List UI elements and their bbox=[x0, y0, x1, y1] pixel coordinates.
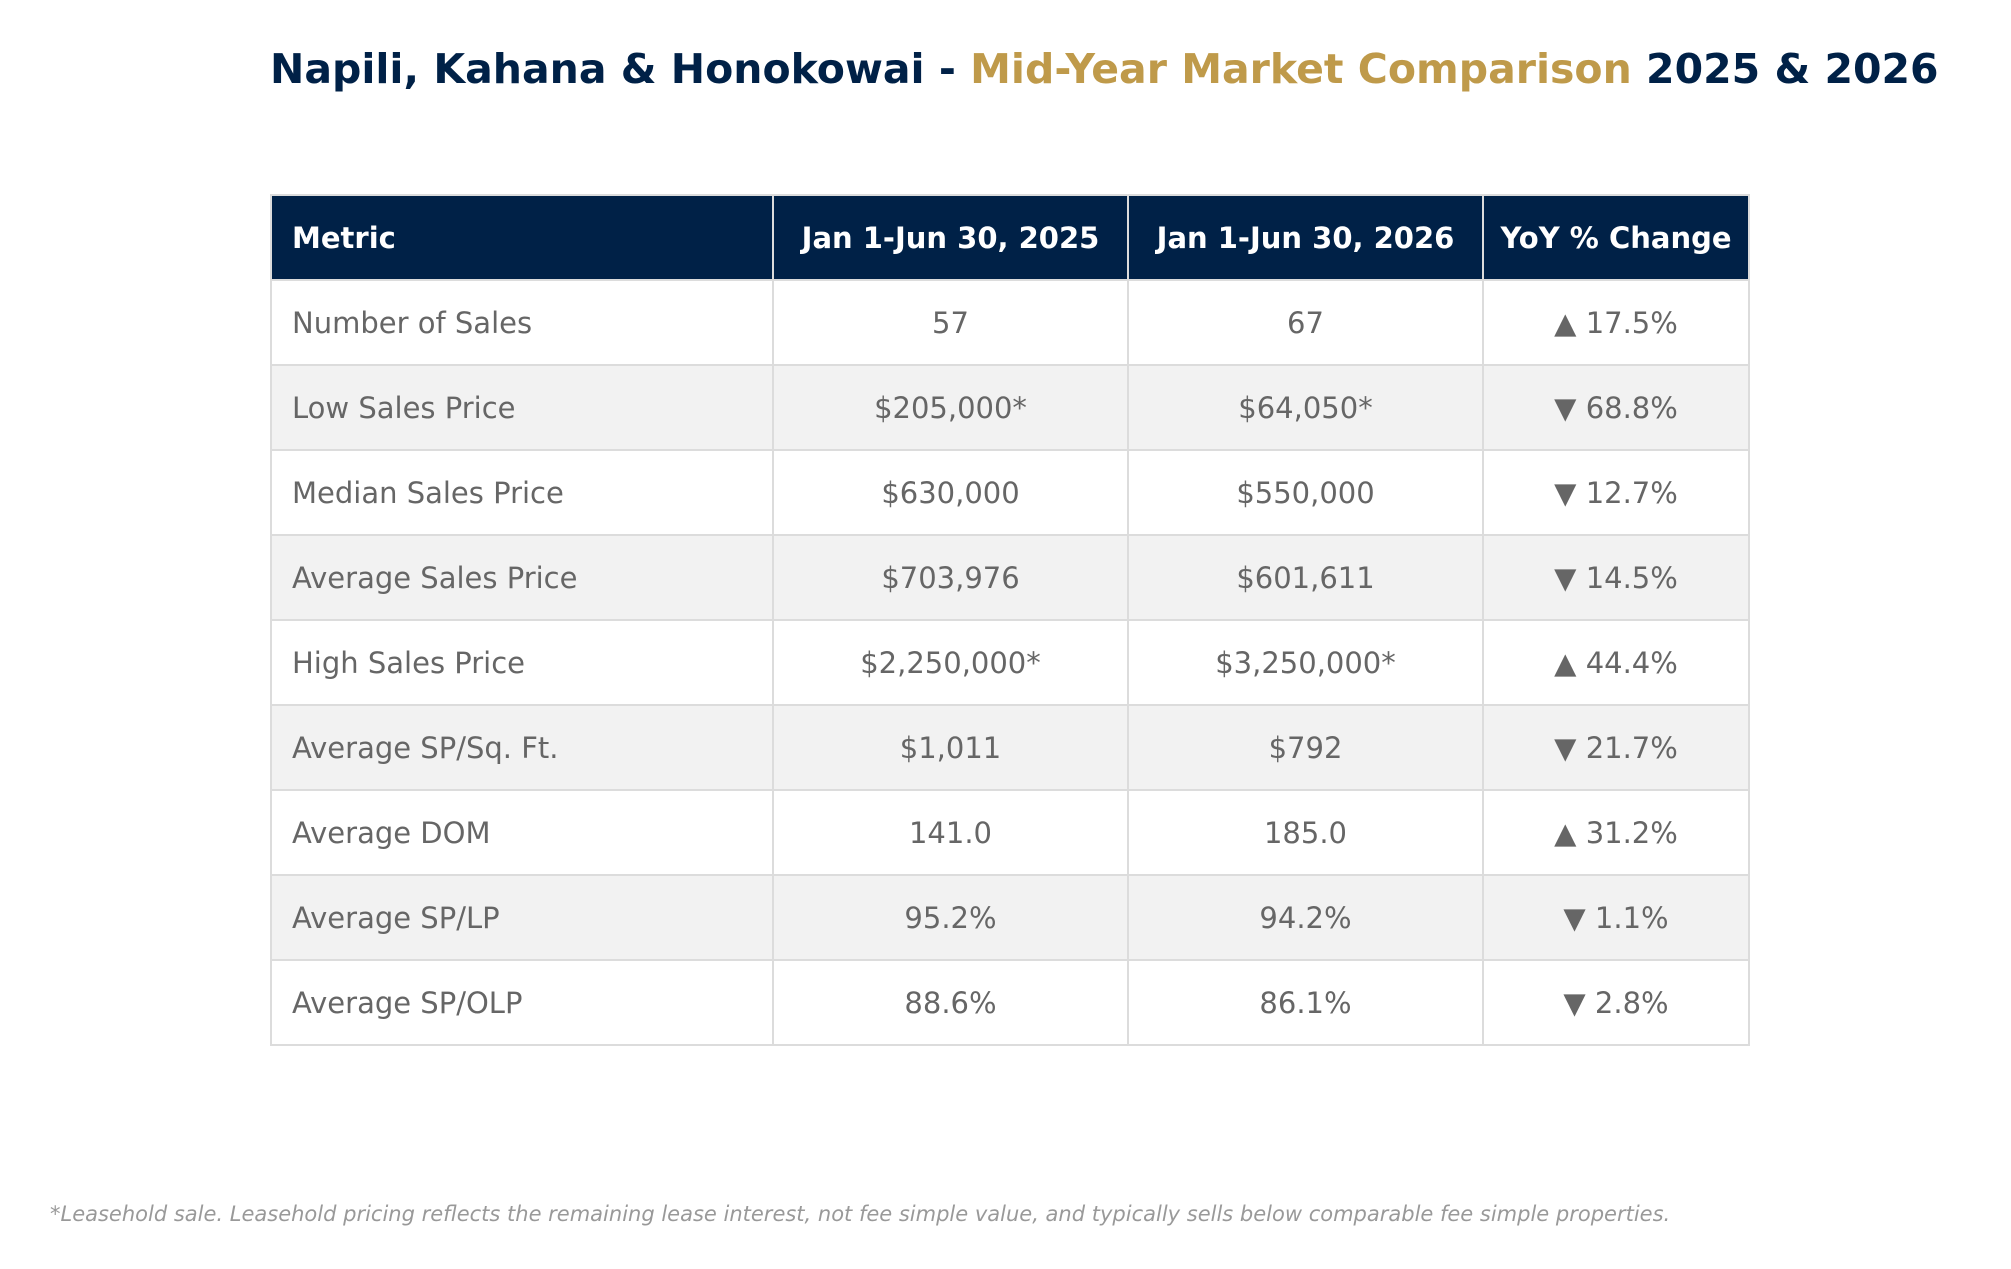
table-row: Average SP/OLP 88.6% 86.1% ▼ 2.8% bbox=[270, 959, 1750, 1046]
title-location: Napili, Kahana & Honokowai - bbox=[270, 45, 971, 93]
table-header-row: Metric Jan 1-Jun 30, 2025 Jan 1-Jun 30, … bbox=[270, 194, 1750, 281]
cell-2026-value: 67 bbox=[1127, 279, 1484, 366]
row-metric-label: Average DOM bbox=[270, 789, 774, 876]
leasehold-footnote: *Leasehold sale. Leasehold pricing refle… bbox=[50, 1202, 1671, 1226]
table-row: Median Sales Price $630,000 $550,000 ▼ 1… bbox=[270, 449, 1750, 536]
title-years: 2025 & 2026 bbox=[1631, 45, 1939, 93]
cell-2026-value: $792 bbox=[1127, 704, 1484, 791]
cell-2025-value: $630,000 bbox=[772, 449, 1129, 536]
table-row: Average SP/LP 95.2% 94.2% ▼ 1.1% bbox=[270, 874, 1750, 961]
table-row: High Sales Price $2,250,000* $3,250,000*… bbox=[270, 619, 1750, 706]
row-metric-label: Low Sales Price bbox=[270, 364, 774, 451]
table-row: Number of Sales 57 67 ▲ 17.5% bbox=[270, 279, 1750, 366]
column-header-yoy: YoY % Change bbox=[1482, 194, 1750, 281]
cell-2026-value: $3,250,000* bbox=[1127, 619, 1484, 706]
cell-2025-value: 95.2% bbox=[772, 874, 1129, 961]
column-header-2025: Jan 1-Jun 30, 2025 bbox=[772, 194, 1129, 281]
cell-yoy-change: ▼ 12.7% bbox=[1482, 449, 1750, 536]
cell-2026-value: $64,050* bbox=[1127, 364, 1484, 451]
cell-yoy-change: ▲ 44.4% bbox=[1482, 619, 1750, 706]
cell-2026-value: 185.0 bbox=[1127, 789, 1484, 876]
title-highlight: Mid-Year Market Comparison bbox=[970, 45, 1632, 93]
row-metric-label: Median Sales Price bbox=[270, 449, 774, 536]
cell-yoy-change: ▼ 1.1% bbox=[1482, 874, 1750, 961]
cell-2026-value: 86.1% bbox=[1127, 959, 1484, 1046]
row-metric-label: High Sales Price bbox=[270, 619, 774, 706]
cell-2025-value: $1,011 bbox=[772, 704, 1129, 791]
table-row: Average DOM 141.0 185.0 ▲ 31.2% bbox=[270, 789, 1750, 876]
cell-2025-value: $703,976 bbox=[772, 534, 1129, 621]
table-row: Average SP/Sq. Ft. $1,011 $792 ▼ 21.7% bbox=[270, 704, 1750, 791]
row-metric-label: Average SP/LP bbox=[270, 874, 774, 961]
cell-yoy-change: ▲ 31.2% bbox=[1482, 789, 1750, 876]
cell-yoy-change: ▼ 68.8% bbox=[1482, 364, 1750, 451]
cell-yoy-change: ▼ 2.8% bbox=[1482, 959, 1750, 1046]
row-metric-label: Number of Sales bbox=[270, 279, 774, 366]
row-metric-label: Average SP/Sq. Ft. bbox=[270, 704, 774, 791]
cell-2026-value: $601,611 bbox=[1127, 534, 1484, 621]
chart-title: Napili, Kahana & Honokowai - Mid-Year Ma… bbox=[270, 44, 1939, 94]
column-header-2026: Jan 1-Jun 30, 2026 bbox=[1127, 194, 1484, 281]
cell-2025-value: $2,250,000* bbox=[772, 619, 1129, 706]
table-row: Low Sales Price $205,000* $64,050* ▼ 68.… bbox=[270, 364, 1750, 451]
cell-2025-value: 88.6% bbox=[772, 959, 1129, 1046]
column-header-metric: Metric bbox=[270, 194, 774, 281]
cell-2026-value: 94.2% bbox=[1127, 874, 1484, 961]
cell-2025-value: 141.0 bbox=[772, 789, 1129, 876]
cell-yoy-change: ▲ 17.5% bbox=[1482, 279, 1750, 366]
cell-2025-value: 57 bbox=[772, 279, 1129, 366]
cell-2026-value: $550,000 bbox=[1127, 449, 1484, 536]
market-comparison-table: Metric Jan 1-Jun 30, 2025 Jan 1-Jun 30, … bbox=[270, 194, 1750, 1046]
row-metric-label: Average SP/OLP bbox=[270, 959, 774, 1046]
cell-yoy-change: ▼ 14.5% bbox=[1482, 534, 1750, 621]
cell-yoy-change: ▼ 21.7% bbox=[1482, 704, 1750, 791]
cell-2025-value: $205,000* bbox=[772, 364, 1129, 451]
table-row: Average Sales Price $703,976 $601,611 ▼ … bbox=[270, 534, 1750, 621]
row-metric-label: Average Sales Price bbox=[270, 534, 774, 621]
